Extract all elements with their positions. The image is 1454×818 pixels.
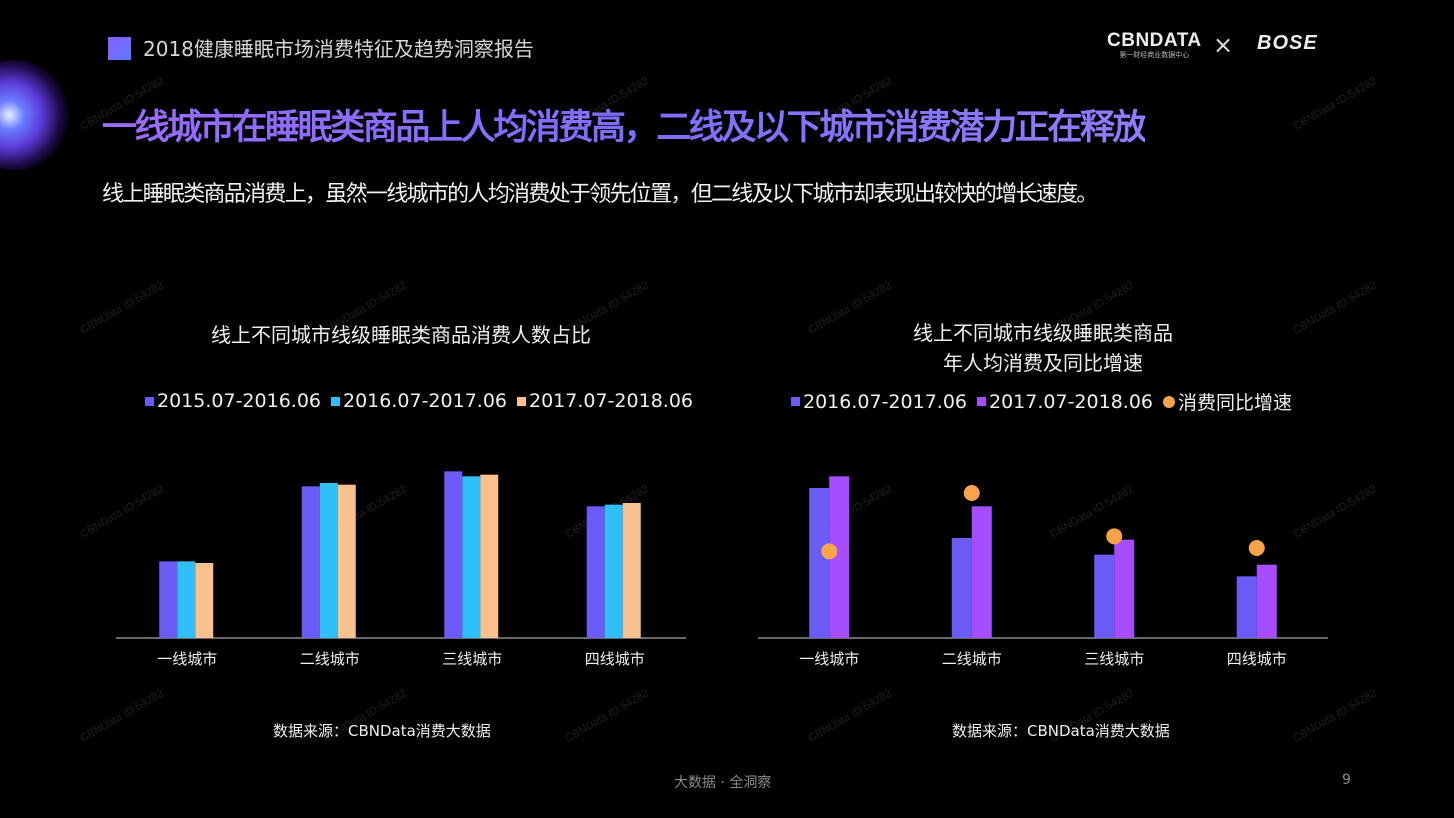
legend-label: 2017.07-2018.06 <box>529 390 693 412</box>
legend-item: 2017.07-2018.06 <box>977 391 1153 413</box>
legend-label: 消费同比增速 <box>1178 392 1293 414</box>
bose-logo: BOSE <box>1257 32 1318 54</box>
x-tick-label: 二线城市 <box>300 650 360 668</box>
bar <box>1094 554 1115 638</box>
bar <box>301 486 320 638</box>
headline: 一线城市在睡眠类商品上人均消费高，二线及以下城市消费潜力正在释放 <box>102 99 1148 150</box>
x-tick-label: 三线城市 <box>1084 650 1144 668</box>
cbndata-logo-text: CBNDATA <box>1107 30 1202 51</box>
legend-swatch-icon <box>977 397 986 406</box>
legend-swatch-icon <box>791 397 800 406</box>
right-chart-title: 线上不同城市线级睡眠类商品 年人均消费及同比增速 <box>758 318 1328 378</box>
bar <box>337 484 356 638</box>
watermark: CBNData ID:54282 <box>1291 687 1379 745</box>
bar <box>159 561 178 638</box>
bar <box>195 563 214 638</box>
watermark: CBNData ID:54282 <box>78 687 166 745</box>
growth-dot <box>963 485 980 501</box>
bar <box>951 538 972 638</box>
bar <box>462 476 481 638</box>
bar <box>1256 564 1277 638</box>
collaboration-x-icon: × <box>1213 31 1234 59</box>
bar <box>586 506 605 638</box>
legend-item: 2015.07-2016.06 <box>145 390 321 412</box>
x-tick-label: 一线城市 <box>157 650 217 668</box>
footer-slogan: 大数据 · 全洞察 <box>674 775 772 791</box>
left-chart-plot: 一线城市 二线城市 三线城市 四线城市 <box>116 471 686 668</box>
legend-item: 2016.07-2017.06 <box>331 390 507 412</box>
bar <box>480 474 499 638</box>
left-chart-legend: 2015.07-2016.06 2016.07-2017.06 2017.07-… <box>145 390 703 412</box>
cbndata-logo-subtext: 第一财经商业数据中心 <box>1119 51 1190 59</box>
legend-item: 消费同比增速 <box>1163 388 1292 415</box>
x-tick-label: 四线城市 <box>585 650 645 668</box>
bar <box>1114 539 1135 638</box>
bar <box>604 504 623 638</box>
x-tick-label: 二线城市 <box>942 650 1002 668</box>
legend-item: 2017.07-2018.06 <box>517 390 693 412</box>
watermark: CBNData ID:54282 <box>563 687 651 745</box>
legend-item: 2016.07-2017.06 <box>791 391 967 413</box>
report-title: 2018健康睡眠市场消费特征及趋势洞察报告 <box>143 37 534 61</box>
growth-dot <box>1106 528 1123 545</box>
left-chart-title: 线上不同城市线级睡眠类商品消费人数占比 <box>211 323 591 347</box>
bar <box>319 483 338 638</box>
right-chart-source: 数据来源：CBNData消费大数据 <box>952 722 1170 740</box>
page-number: 9 <box>1342 772 1351 788</box>
legend-label: 2016.07-2017.06 <box>343 390 507 412</box>
legend-label: 2015.07-2016.06 <box>157 390 321 412</box>
legend-dot-icon <box>1163 395 1175 408</box>
right-chart-title-line1: 线上不同城市线级睡眠类商品 <box>913 321 1173 345</box>
watermark: CBNData ID:54282 <box>1291 75 1379 133</box>
header-square-icon <box>108 37 131 60</box>
legend-label: 2017.07-2018.06 <box>989 390 1153 413</box>
watermark: CBNData ID:54282 <box>806 687 894 745</box>
growth-dot <box>1248 540 1265 556</box>
x-tick-label: 三线城市 <box>442 650 502 668</box>
cbndata-logo: CBNDATA 第一财经商业数据中心 <box>1107 30 1202 60</box>
bar <box>829 476 850 638</box>
bar <box>177 561 196 638</box>
left-chart-source: 数据来源：CBNData消费大数据 <box>273 722 491 740</box>
legend-swatch-icon <box>331 396 340 406</box>
bar <box>809 488 830 638</box>
legend-swatch-icon <box>517 396 526 406</box>
subheadline: 线上睡眠类商品消费上，虽然一线城市的人均消费处于领先位置，但二线及以下城市却表现… <box>102 182 1098 207</box>
right-chart-legend: 2016.07-2017.06 2017.07-2018.06 消费同比增速 <box>791 388 1302 415</box>
x-tick-label: 四线城市 <box>1227 650 1287 668</box>
right-chart-plot: 一线城市 二线城市 三线城市 四线城市 <box>758 476 1328 668</box>
legend-label: 2016.07-2017.06 <box>803 390 967 413</box>
legend-swatch-icon <box>145 396 154 406</box>
bar <box>971 506 992 638</box>
growth-dot <box>821 543 838 560</box>
x-tick-label: 一线城市 <box>799 650 859 668</box>
bar <box>1236 576 1257 638</box>
decorative-glow <box>0 60 70 170</box>
bar <box>444 471 463 638</box>
right-chart-title-line2: 年人均消费及同比增速 <box>943 351 1143 375</box>
bar <box>622 503 641 638</box>
